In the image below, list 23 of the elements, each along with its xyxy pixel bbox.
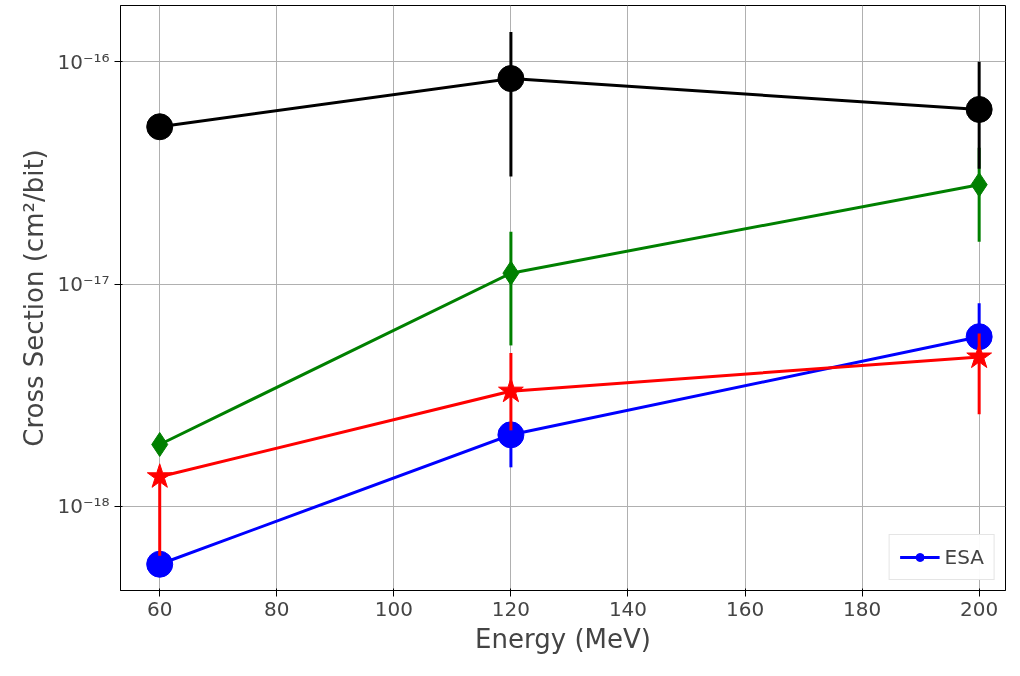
x-tick-label: 180 [843,596,882,621]
point [497,65,525,93]
x-axis-title: Energy (MeV) [475,623,651,654]
point [146,550,174,578]
x-tick-label: 100 [374,596,413,621]
x-tick-label: 120 [491,596,531,621]
x-tick-label: 140 [608,596,648,621]
point [966,343,993,369]
legend-label: ESA [944,545,984,569]
x-tick-label: 200 [960,596,999,621]
x-tick-label: 60 [146,596,173,621]
point [965,95,993,123]
point [151,432,169,457]
point [146,113,174,141]
point [497,421,525,449]
x-tick-label: 80 [264,596,290,621]
y-tick-label: 10⁻¹⁶ [57,49,110,74]
y-tick-label: 10⁻¹⁸ [57,494,110,519]
y-tick-label: 10⁻¹⁷ [57,272,110,297]
y-axis-title: Cross Section (cm²/bit) [19,149,50,447]
x-tick-label: 160 [725,596,765,621]
point [146,463,173,488]
point [498,377,524,403]
